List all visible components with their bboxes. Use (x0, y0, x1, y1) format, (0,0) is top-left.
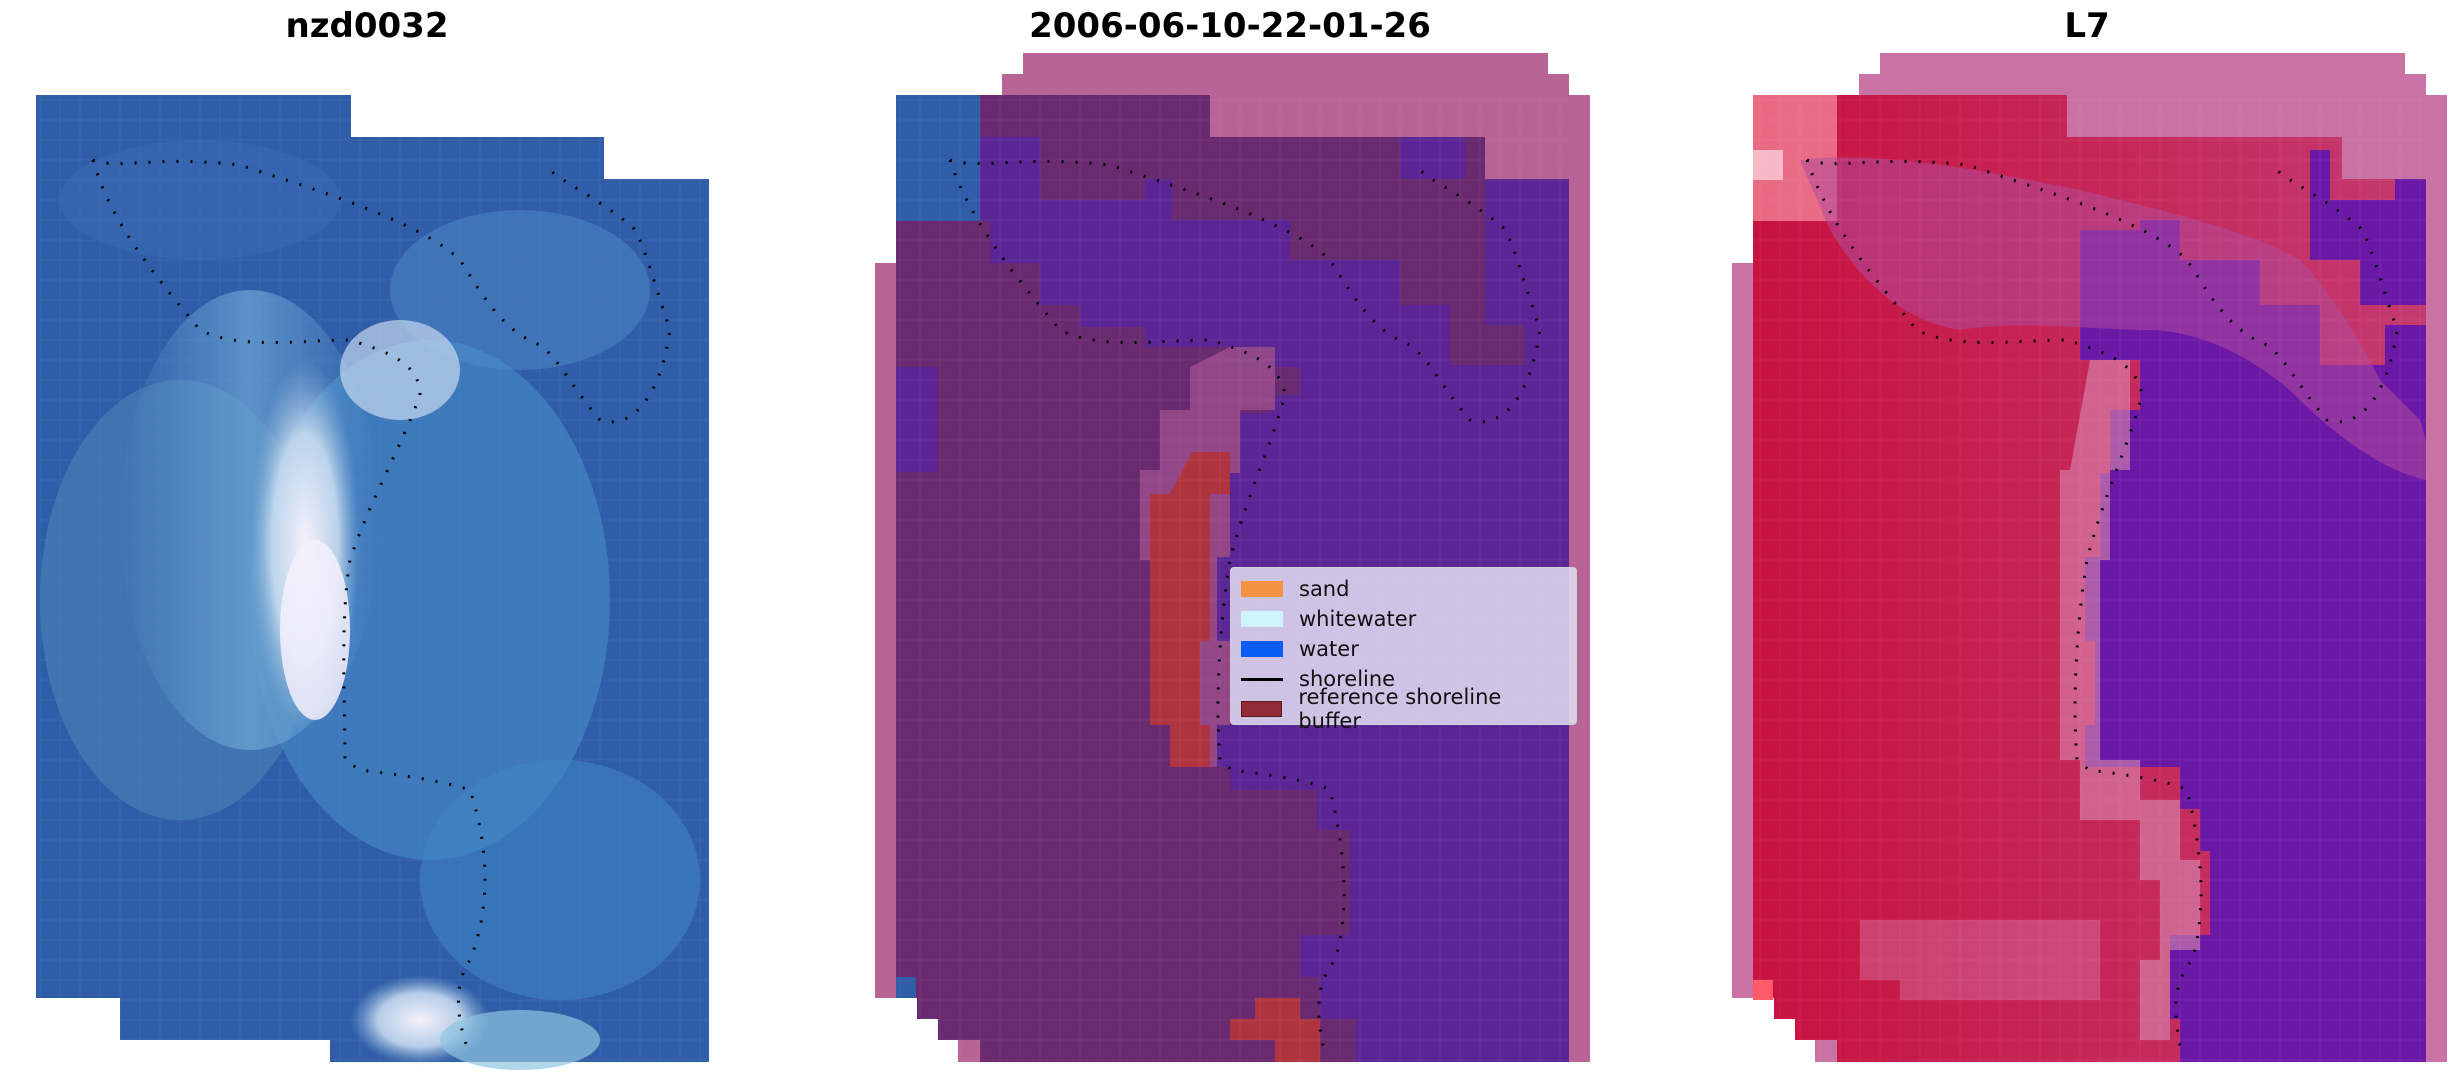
legend-label: shoreline (1299, 667, 1396, 691)
legend-label: water (1299, 637, 1359, 661)
panel-title-classification: 2006-06-10-22-01-26 (1029, 6, 1431, 46)
legend-label: whitewater (1299, 607, 1417, 631)
index-shoreline (1805, 158, 2399, 1056)
legend-item-reference-buffer: reference shoreline buffer (1241, 685, 1566, 733)
legend-label: reference shoreline buffer (1298, 685, 1502, 733)
panel-title-rgb: nzd0032 (285, 6, 449, 46)
legend-item-sand: sand (1241, 574, 1566, 604)
legend-swatch-reference-buffer (1241, 701, 1283, 717)
legend-item-shoreline: shoreline (1241, 664, 1566, 694)
legend-swatch-whitewater (1241, 611, 1283, 627)
rgb-shoreline (91, 158, 672, 1056)
classification-image (875, 53, 1590, 1062)
legend-swatch-water (1241, 641, 1283, 657)
legend-swatch-shoreline (1241, 677, 1283, 681)
classification-shoreline (948, 158, 1542, 1056)
panel-title-index: L7 (2064, 6, 2110, 46)
rgb-image (36, 95, 709, 1070)
legend-item-water: water (1241, 634, 1566, 664)
index-image (1732, 53, 2447, 1062)
legend-swatch-sand (1241, 581, 1283, 597)
legend-item-whitewater: whitewater (1241, 604, 1566, 634)
legend-label: sand (1299, 577, 1350, 601)
legend: sand whitewater water shoreline referenc… (1230, 567, 1577, 733)
